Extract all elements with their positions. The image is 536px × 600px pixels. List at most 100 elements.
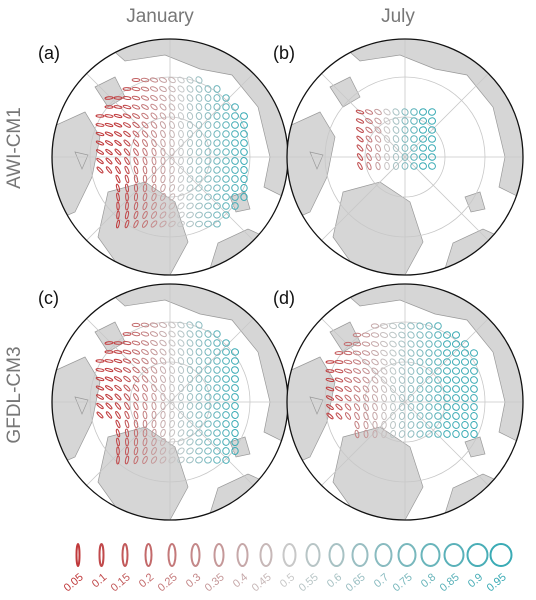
ice-drift-glyph xyxy=(443,430,451,438)
legend-label: 0.05 xyxy=(62,571,86,594)
ice-drift-glyph xyxy=(389,322,397,330)
row-label: AWI-CM1 xyxy=(4,107,25,189)
ice-drift-glyph xyxy=(353,394,361,402)
ice-drift-glyph xyxy=(195,411,203,419)
ice-drift-glyph xyxy=(186,112,194,120)
ice-drift-glyph xyxy=(133,156,139,166)
ice-drift-glyph xyxy=(407,403,415,411)
ice-drift-glyph xyxy=(195,438,203,446)
ice-drift-glyph xyxy=(213,438,221,446)
ice-drift-glyph xyxy=(150,112,158,120)
ice-drift-glyph xyxy=(114,402,122,410)
ice-drift-glyph xyxy=(150,348,158,356)
ice-drift-glyph xyxy=(177,166,185,174)
ice-drift-glyph xyxy=(401,126,409,134)
ice-drift-glyph xyxy=(231,348,239,356)
ice-drift-glyph xyxy=(452,376,460,384)
ice-drift-glyph xyxy=(461,358,469,366)
ice-drift-glyph xyxy=(169,138,175,148)
ice-drift-glyph xyxy=(141,104,149,110)
ice-drift-glyph xyxy=(213,148,221,156)
ice-drift-glyph xyxy=(133,192,139,202)
ice-drift-glyph xyxy=(204,220,212,228)
ice-drift-glyph xyxy=(434,412,442,420)
legend-glyph xyxy=(443,543,465,567)
legend-glyph xyxy=(466,543,489,567)
ice-drift-glyph xyxy=(133,410,139,420)
ice-drift-glyph xyxy=(151,428,157,438)
ice-drift-glyph xyxy=(443,376,451,384)
ice-drift-glyph xyxy=(177,456,185,464)
ice-drift-glyph xyxy=(398,412,406,420)
legend-label: 0.25 xyxy=(156,571,180,594)
ice-drift-glyph xyxy=(168,357,176,365)
ice-drift-glyph xyxy=(353,403,361,411)
ice-drift-glyph xyxy=(326,412,334,420)
ice-drift-glyph xyxy=(116,219,120,229)
ice-drift-glyph xyxy=(168,121,176,129)
panel-label: (d) xyxy=(273,288,295,308)
ice-drift-glyph xyxy=(384,152,390,162)
ice-drift-glyph xyxy=(169,410,175,420)
ice-drift-glyph xyxy=(186,120,194,130)
ice-drift-glyph xyxy=(470,358,478,366)
legend-label: 0.5 xyxy=(278,571,297,590)
ice-drift-glyph xyxy=(240,121,248,129)
ice-drift-glyph xyxy=(357,161,363,171)
ice-drift-glyph xyxy=(371,394,379,402)
ice-drift-glyph xyxy=(123,139,131,147)
ice-drift-glyph xyxy=(419,144,427,152)
ice-drift-glyph xyxy=(204,393,212,401)
ice-drift-glyph xyxy=(141,357,149,365)
ice-drift-glyph xyxy=(213,157,221,165)
ice-drift-glyph xyxy=(169,392,175,402)
ice-drift-glyph xyxy=(407,322,415,330)
ice-drift-glyph xyxy=(95,149,105,155)
ice-drift-glyph xyxy=(204,402,212,410)
ice-drift-glyph xyxy=(222,402,230,410)
ice-drift-glyph xyxy=(370,323,380,329)
ice-drift-glyph xyxy=(150,220,158,228)
ice-drift-glyph xyxy=(104,114,114,118)
ice-drift-glyph xyxy=(240,139,248,147)
ice-drift-glyph xyxy=(425,430,433,438)
ice-drift-glyph xyxy=(380,340,388,348)
ice-drift-glyph xyxy=(443,412,451,420)
ice-drift-glyph xyxy=(231,166,239,174)
ice-drift-glyph xyxy=(115,411,121,419)
ice-drift-glyph xyxy=(123,148,131,156)
ice-drift-glyph xyxy=(428,135,436,143)
ice-drift-glyph xyxy=(125,201,129,211)
ice-drift-glyph xyxy=(169,147,175,157)
ice-drift-glyph xyxy=(114,148,122,156)
ice-drift-glyph xyxy=(142,201,148,211)
ice-drift-glyph xyxy=(398,331,406,339)
ice-drift-glyph xyxy=(141,130,149,138)
ice-drift-glyph xyxy=(343,368,353,374)
ice-drift-glyph xyxy=(195,85,203,93)
ice-drift-glyph xyxy=(122,349,132,355)
ice-drift-glyph xyxy=(344,403,352,411)
ice-drift-glyph xyxy=(168,438,176,446)
ice-drift-glyph xyxy=(159,447,167,455)
ice-drift-glyph xyxy=(361,341,371,347)
ice-drift-glyph xyxy=(389,349,397,357)
ice-drift-glyph xyxy=(425,385,433,393)
ice-drift-glyph xyxy=(222,121,230,129)
ice-drift-glyph xyxy=(95,131,105,137)
ice-drift-glyph xyxy=(122,113,132,119)
legend-label: 0.85 xyxy=(438,571,462,594)
ice-drift-glyph xyxy=(356,135,364,143)
ice-drift-glyph xyxy=(428,126,436,134)
ice-drift-glyph xyxy=(160,165,166,175)
ice-drift-glyph xyxy=(407,376,415,384)
ice-drift-glyph xyxy=(419,135,427,143)
ice-drift-glyph xyxy=(151,383,157,393)
ice-drift-glyph xyxy=(452,349,460,357)
ice-drift-glyph xyxy=(204,384,212,392)
ice-drift-glyph xyxy=(131,77,141,83)
ice-drift-glyph xyxy=(372,429,378,439)
ice-drift-glyph xyxy=(125,437,129,447)
ice-drift-glyph xyxy=(356,127,364,133)
ice-drift-glyph xyxy=(177,193,185,201)
